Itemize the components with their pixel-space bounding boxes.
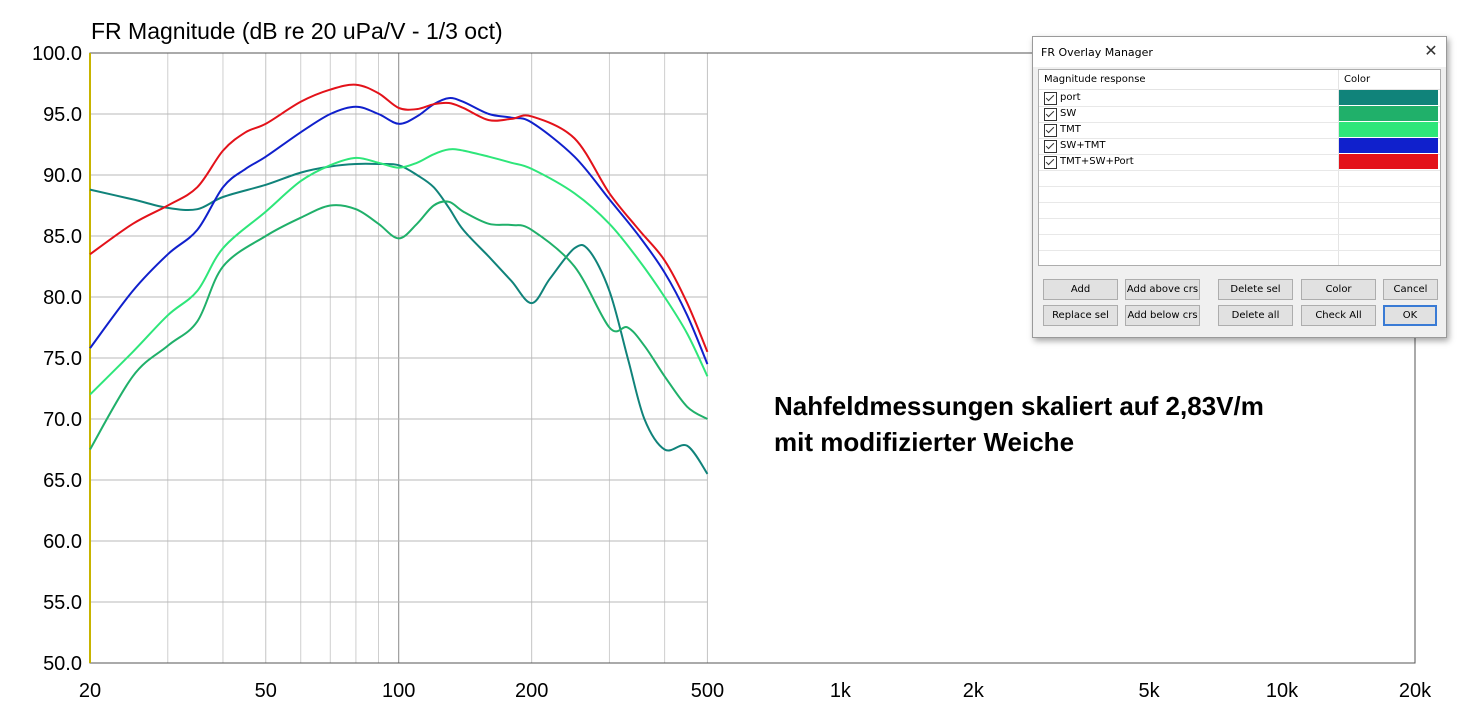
x-tick-label: 1k xyxy=(830,680,852,702)
overlay-row[interactable]: SW xyxy=(1039,106,1440,123)
color-button[interactable]: Color xyxy=(1301,279,1376,300)
list-header: Magnitude response Color xyxy=(1039,70,1440,90)
series-lines xyxy=(89,83,709,475)
y-tick-label: 95.0 xyxy=(43,104,82,126)
x-tick-label: 200 xyxy=(515,680,548,702)
y-tick-label: 70.0 xyxy=(43,409,82,431)
overlay-row-label: TMT xyxy=(1060,124,1081,135)
y-tick-label: 65.0 xyxy=(43,470,82,492)
overlay-row-label: SW+TMT xyxy=(1060,140,1106,151)
x-tick-label: 50 xyxy=(255,680,277,702)
overlay-row[interactable]: TMT xyxy=(1039,122,1440,139)
color-swatch[interactable] xyxy=(1339,122,1438,137)
series-line-sw-tmt xyxy=(89,97,709,365)
cancel-button[interactable]: Cancel xyxy=(1383,279,1438,300)
add-below-crs-button[interactable]: Add below crs xyxy=(1125,305,1200,326)
dialog-title: FR Overlay Manager xyxy=(1041,46,1153,59)
ok-button[interactable]: OK xyxy=(1383,305,1437,326)
overlay-list: Magnitude response Color port SW TMT SW+TMT… xyxy=(1038,69,1441,266)
y-tick-label: 55.0 xyxy=(43,592,82,614)
y-tick-label: 75.0 xyxy=(43,348,82,370)
x-tick-label: 10k xyxy=(1266,680,1299,702)
measurement-annotation: Nahfeldmessungen skaliert auf 2,83V/m mi… xyxy=(774,388,1264,460)
empty-row xyxy=(1039,186,1440,203)
overlay-row-label: port xyxy=(1060,92,1081,103)
color-swatch[interactable] xyxy=(1339,90,1438,105)
overlay-row[interactable]: port xyxy=(1039,90,1440,107)
x-tick-label: 2k xyxy=(963,680,985,702)
annotation-line-2: mit modifizierter Weiche xyxy=(774,427,1075,457)
annotation-line-1: Nahfeldmessungen skaliert auf 2,83V/m xyxy=(774,391,1264,421)
overlay-row[interactable]: TMT+SW+Port xyxy=(1039,154,1440,171)
add-above-crs-button[interactable]: Add above crs xyxy=(1125,279,1200,300)
overlay-row-label: SW xyxy=(1060,108,1077,119)
overlay-row[interactable]: SW+TMT xyxy=(1039,138,1440,155)
check-all-button[interactable]: Check All xyxy=(1301,305,1376,326)
color-swatch[interactable] xyxy=(1339,154,1438,169)
grid xyxy=(89,52,708,664)
y-tick-label: 60.0 xyxy=(43,531,82,553)
column-header-magnitude[interactable]: Magnitude response xyxy=(1044,74,1146,85)
column-separator xyxy=(1338,70,1339,265)
series-line-tmt xyxy=(89,148,709,396)
empty-row xyxy=(1039,234,1440,251)
delete-all-button[interactable]: Delete all xyxy=(1218,305,1293,326)
x-tick-label: 500 xyxy=(691,680,724,702)
checkbox-4[interactable] xyxy=(1044,156,1057,169)
x-tick-label: 20 xyxy=(79,680,101,702)
checkbox-3[interactable] xyxy=(1044,140,1057,153)
x-tick-label: 20k xyxy=(1399,680,1432,702)
empty-row xyxy=(1039,202,1440,219)
color-swatch[interactable] xyxy=(1339,138,1438,153)
y-tick-label: 80.0 xyxy=(43,287,82,309)
fr-overlay-manager-dialog: FR Overlay Manager ✕ Magnitude response … xyxy=(1032,36,1447,338)
empty-row xyxy=(1039,250,1440,265)
series-line-port xyxy=(89,162,709,475)
series-line-tmt-sw-port xyxy=(89,83,709,353)
checkbox-0[interactable] xyxy=(1044,92,1057,105)
axes: 50.0 55.0 60.0 65.0 70.0 75.0 80.0 85.0 90.0 95.0… xyxy=(32,43,1432,702)
checkbox-2[interactable] xyxy=(1044,124,1057,137)
close-icon[interactable]: ✕ xyxy=(1424,41,1438,60)
x-tick-label: 5k xyxy=(1139,680,1161,702)
overlay-row-label: TMT+SW+Port xyxy=(1060,156,1134,167)
empty-row xyxy=(1039,218,1440,235)
add-button[interactable]: Add xyxy=(1043,279,1118,300)
series-line-sw xyxy=(89,200,708,451)
delete-sel-button[interactable]: Delete sel xyxy=(1218,279,1293,300)
chart-title: FR Magnitude (dB re 20 uPa/V - 1/3 oct) xyxy=(91,18,503,44)
checkbox-1[interactable] xyxy=(1044,108,1057,121)
color-swatch[interactable] xyxy=(1339,106,1438,121)
y-tick-label: 90.0 xyxy=(43,165,82,187)
replace-sel-button[interactable]: Replace sel xyxy=(1043,305,1118,326)
y-tick-label: 85.0 xyxy=(43,226,82,248)
column-header-color[interactable]: Color xyxy=(1344,74,1371,85)
y-tick-label: 50.0 xyxy=(43,653,82,675)
empty-row xyxy=(1039,170,1440,187)
dialog-titlebar[interactable]: FR Overlay Manager ✕ xyxy=(1033,37,1446,67)
x-tick-label: 100 xyxy=(382,680,415,702)
y-tick-label: 100.0 xyxy=(32,43,82,65)
